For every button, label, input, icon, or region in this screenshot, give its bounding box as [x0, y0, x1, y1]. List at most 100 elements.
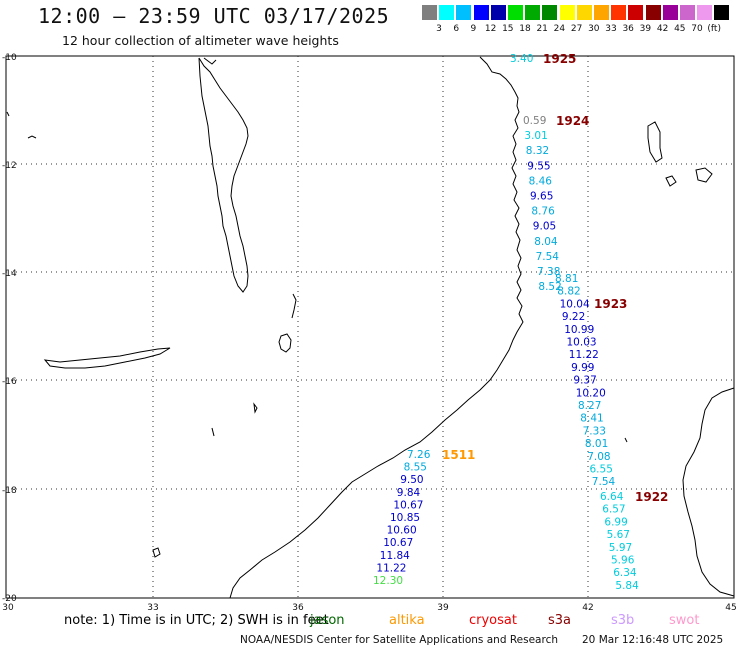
wave-height-label: 10.20: [576, 387, 606, 399]
wave-height-label: 8.81: [555, 273, 578, 285]
wave-height-label: 9.05: [533, 221, 556, 233]
wave-height-label: 9.55: [527, 160, 550, 172]
scale-swatch: [680, 5, 695, 20]
scale-label: 18: [519, 24, 531, 34]
scale-label: 3: [436, 24, 442, 34]
scale-label: 70: [691, 24, 703, 34]
wave-height-label: 6.57: [602, 504, 625, 516]
wave-height-label: 8.46: [529, 175, 553, 187]
lat-label: -14: [2, 269, 17, 279]
wave-height-label: 3.01: [524, 130, 547, 142]
wave-height-label: 7.26: [407, 449, 431, 461]
pass-label: 1922: [635, 490, 668, 504]
wave-height-label: 7.33: [583, 425, 606, 437]
wave-height-label: 9.50: [400, 474, 423, 486]
wave-height-label: 11.84: [380, 550, 410, 562]
scale-label: 9: [470, 24, 477, 34]
wave-height-label: 10.60: [387, 525, 417, 537]
wave-height-label: 8.76: [531, 206, 555, 218]
wave-height-label: 7.54: [592, 476, 616, 488]
scale-label: 6: [453, 24, 460, 34]
wave-height-label: 10.99: [564, 324, 594, 336]
scale-swatch: [473, 5, 489, 20]
scale-label: 42: [656, 24, 669, 34]
lat-label: -16: [2, 377, 17, 387]
lon-label: 36: [292, 603, 304, 613]
wave-height-label: 8.01: [585, 438, 608, 450]
wave-height-label: 10.85: [390, 512, 420, 524]
lat-lon-grid: [6, 56, 734, 598]
scale-swatch: [559, 5, 575, 20]
satellite-jason: jason: [310, 613, 345, 628]
wave-height-label: 8.82: [557, 286, 580, 298]
scale-label: 30: [588, 24, 600, 34]
wave-height-label: 6.34: [613, 567, 637, 579]
wave-height-label: 5.96: [611, 555, 635, 567]
wave-height-label: 6.99: [604, 516, 627, 528]
scale-swatch: [611, 5, 627, 20]
wave-height-label: 8.04: [534, 236, 558, 248]
scale-swatch: [439, 5, 455, 20]
wave-height-label: 9.65: [530, 191, 553, 203]
scale-swatch: [490, 5, 506, 20]
scale-label: 33: [605, 24, 617, 34]
scale-label: 27: [570, 24, 583, 34]
wave-height-label: 8.55: [404, 462, 427, 474]
wave-height-label: 10.04: [560, 298, 590, 310]
wave-height-label: 5.97: [609, 542, 632, 554]
scale-label: 24: [553, 24, 566, 34]
wave-height-label: 11.22: [569, 349, 599, 361]
wave-height-label: 7.38: [537, 266, 560, 278]
scale-label: 45: [674, 24, 686, 34]
scale-label: 21: [536, 24, 548, 34]
scale-swatch: [576, 5, 592, 20]
scale-swatch: [525, 5, 541, 20]
wave-height-label: 10.67: [393, 499, 423, 511]
lon-label: 30: [2, 603, 14, 613]
satellite-cryosat: cryosat: [469, 613, 517, 628]
coastlines: [6, 56, 735, 599]
wave-height-label: 8.41: [580, 413, 603, 425]
scale-swatch: [594, 5, 609, 20]
footer-timestamp: 20 Mar 12:16:48 UTC 2025: [582, 634, 724, 646]
wave-height-label: 7.08: [587, 451, 610, 463]
wave-height-label: 9.37: [573, 375, 596, 387]
lat-labels: -10 -12 -14 -16 -18 -20: [2, 53, 17, 604]
scale-swatch: [542, 5, 558, 20]
lon-label: 39: [437, 603, 449, 613]
satellite-s3b: s3b: [611, 613, 635, 628]
wave-height-label: 8.52: [538, 281, 561, 293]
wave-height-label: 11.22: [376, 562, 406, 574]
pass-label: 1924: [556, 114, 589, 128]
satellite-swot: swot: [669, 613, 700, 628]
lon-label: 45: [725, 603, 736, 613]
wave-height-label: 3.40: [510, 53, 533, 65]
scale-swatch: [422, 5, 437, 20]
lat-label: -10: [2, 53, 17, 63]
scale-swatch: [662, 5, 678, 20]
wave-height-label: 0.59: [523, 115, 546, 127]
scale-label: 36: [622, 24, 634, 34]
scale-swatch: [508, 5, 523, 20]
wave-height-label: 6.55: [590, 464, 613, 476]
wave-height-label: 9.99: [571, 362, 594, 374]
wave-height-label: 9.84: [397, 487, 421, 499]
page-title: 12:00 – 23:59 UTC 03/17/2025: [38, 4, 390, 28]
lon-label: 33: [147, 603, 158, 613]
lon-labels: 30 33 36 39 42 45: [2, 603, 736, 613]
wave-height-label: 8.32: [526, 145, 549, 157]
lat-label: -18: [2, 486, 17, 496]
wave-height-label: 12.30: [373, 575, 403, 587]
pass-label: 1925: [543, 52, 576, 66]
scale-swatch: [714, 5, 730, 20]
wave-height-label: 10.67: [383, 537, 413, 549]
wave-height-label: 6.64: [600, 491, 624, 503]
lat-label: -20: [2, 594, 17, 604]
note-text: note: 1) Time is in UTC; 2) SWH is in fe…: [64, 613, 329, 628]
scale-label: (ft): [707, 24, 721, 34]
satellite-s3a: s3a: [548, 613, 572, 628]
footer-credit: NOAA/NESDIS Center for Satellite Applica…: [240, 634, 558, 646]
plot-frame: [5, 55, 735, 599]
scale-label: 39: [639, 24, 652, 34]
